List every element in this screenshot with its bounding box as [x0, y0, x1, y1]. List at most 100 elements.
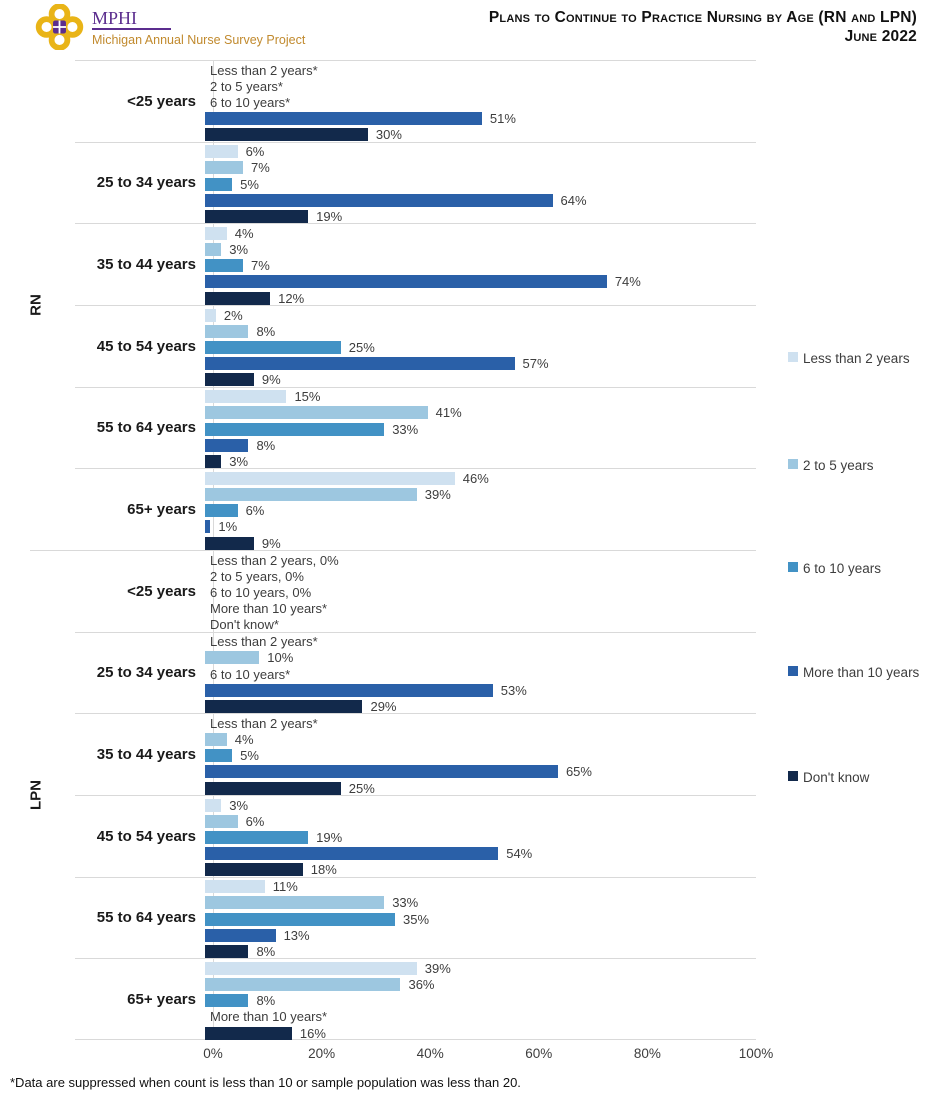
bar-value-label: 30%	[375, 127, 402, 143]
bar	[205, 422, 385, 436]
bar	[205, 193, 553, 207]
age-group-row: 35 to 44 years Less than 2 years* 4% 5% 65% 2…	[75, 713, 756, 796]
bar-slot: 8%	[205, 323, 756, 339]
bar	[205, 536, 254, 550]
mphi-logo-icon	[35, 4, 84, 50]
bar	[205, 912, 396, 926]
bar-slot: 64%	[205, 192, 756, 208]
bar-slot: 33%	[205, 421, 756, 437]
bar-group: 39% 36% 8% More than 10 years* 16%	[205, 959, 756, 1041]
bar-value-label: 35%	[403, 911, 430, 927]
bar-slot: 46%	[205, 470, 756, 486]
x-tick-label: 40%	[416, 1046, 444, 1061]
bar	[205, 749, 233, 763]
suppressed-note: 2 to 5 years, 0%	[210, 568, 304, 584]
x-tick-label: 100%	[738, 1046, 774, 1061]
legend-swatch	[788, 459, 798, 469]
bar-value-label: 39%	[424, 960, 451, 976]
bar-value-label: 6%	[245, 503, 265, 519]
age-group-row: 65+ years 39% 36% 8% More than 10 years* 16%	[75, 958, 756, 1041]
bar-slot: 35%	[205, 911, 756, 927]
bar-value-label: 19%	[316, 209, 343, 224]
brand-subtitle: Michigan Annual Nurse Survey Project	[92, 32, 306, 47]
age-group-label: <25 years	[127, 582, 196, 600]
bar-slot: 6 to 10 years*	[205, 94, 756, 110]
age-group-label: 25 to 34 years	[96, 664, 196, 682]
bar-slot: 8%	[205, 993, 756, 1009]
legend-label: 2 to 5 years	[803, 458, 874, 473]
bar-value-label: 3%	[229, 242, 249, 258]
bar	[205, 373, 254, 387]
bar-slot: 25%	[205, 339, 756, 355]
age-group-row: 25 to 34 years Less than 2 years* 10% 6 to …	[75, 631, 756, 714]
bar	[205, 161, 243, 175]
bar-slot: Less than 2 years, 0%	[205, 552, 756, 568]
legend-entry: 2 to 5 years	[788, 456, 940, 476]
bar-value-label: 6%	[245, 813, 265, 829]
bar-value-label: 5%	[240, 176, 259, 192]
bar-value-label: 8%	[256, 323, 276, 339]
section-label-rn: RN	[27, 294, 45, 316]
suppressed-note: 6 to 10 years, 0%	[210, 584, 312, 600]
bar-slot: 25%	[205, 780, 756, 796]
bar-value-label: 1%	[218, 519, 238, 535]
age-group-label: 45 to 54 years	[96, 337, 196, 355]
bar-value-label: 19%	[316, 829, 343, 845]
bar-value-label: 9%	[261, 372, 281, 388]
brand-block: MPHI Michigan Annual Nurse Survey Projec…	[92, 9, 305, 47]
bar-value-label: 74%	[614, 274, 641, 290]
bar-value-label: 53%	[500, 682, 527, 698]
suppressed-note: Less than 2 years*	[210, 62, 318, 78]
bar-value-label: 51%	[489, 111, 516, 127]
bar-value-label: 13%	[283, 927, 310, 943]
legend-entry: Don't know	[788, 768, 940, 788]
bar-slot: 4%	[205, 731, 756, 747]
age-group-label: 35 to 44 years	[96, 256, 196, 274]
bar-slot: 7%	[205, 160, 756, 176]
bar-value-label: 41%	[435, 405, 462, 421]
bar-value-label: 64%	[560, 192, 587, 208]
bar-slot: 9%	[205, 535, 756, 551]
bar	[205, 454, 222, 468]
bar-value-label: 25%	[348, 780, 375, 796]
bar-value-label: 10%	[267, 650, 294, 666]
bar-value-label: 11%	[272, 879, 298, 895]
bar	[205, 243, 222, 257]
bar	[205, 390, 287, 404]
bar	[205, 471, 455, 485]
bar	[205, 520, 211, 534]
bar	[205, 291, 271, 305]
bar-slot: Less than 2 years*	[205, 634, 756, 650]
bar	[205, 145, 238, 159]
bar-slot: 5%	[205, 176, 756, 192]
age-group-row: 45 to 54 years 2% 8% 25% 57% 9%	[75, 304, 756, 388]
legend-label: More than 10 years	[803, 665, 920, 680]
suppressed-note: More than 10 years*	[210, 601, 328, 617]
bar-value-label: 3%	[229, 453, 249, 469]
bar	[205, 357, 515, 371]
bar-slot: 8%	[205, 437, 756, 453]
bar	[205, 210, 309, 223]
bar	[205, 994, 249, 1008]
bar-value-label: 29%	[370, 698, 397, 714]
suppressed-note: Don't know*	[210, 617, 279, 633]
bar	[205, 781, 341, 795]
age-group-label: 55 to 64 years	[96, 419, 196, 437]
age-group-row: 45 to 54 years 3% 6% 19% 54% 18%	[75, 794, 756, 877]
bar	[205, 847, 499, 861]
legend-label: 6 to 10 years	[803, 561, 882, 576]
footnote: *Data are suppressed when count is less …	[10, 1075, 521, 1090]
suppressed-note: Less than 2 years, 0%	[210, 552, 339, 568]
chart-subtitle-date: June 2022	[844, 28, 917, 46]
bar	[205, 259, 243, 273]
bar-slot: 41%	[205, 405, 756, 421]
bar	[205, 961, 417, 975]
bar	[205, 406, 428, 420]
bar-slot: Less than 2 years*	[205, 715, 756, 731]
legend-swatch	[788, 352, 798, 362]
bar-value-label: 16%	[299, 1025, 326, 1041]
bar-slot: 39%	[205, 960, 756, 976]
bar-slot: 1%	[205, 519, 756, 535]
bar	[205, 488, 417, 502]
age-group-label: 65+ years	[127, 991, 196, 1009]
